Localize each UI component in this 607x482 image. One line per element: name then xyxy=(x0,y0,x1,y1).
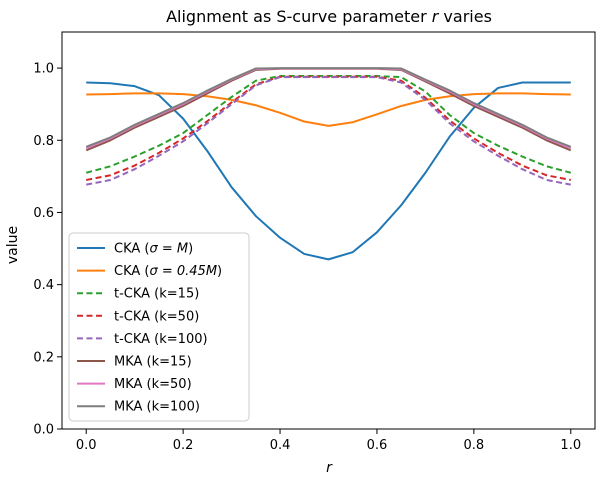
legend-label-8: MKA (k=100) xyxy=(114,400,200,415)
chart-title-suffix: varies xyxy=(438,7,492,26)
series-line-4 xyxy=(86,75,571,181)
y-tick-label: 0.6 xyxy=(33,206,54,221)
legend-label-math: σ = M xyxy=(149,242,188,257)
legend-label-6: MKA (k=15) xyxy=(114,355,192,370)
x-tick-label: 1.0 xyxy=(560,438,581,453)
series-layer xyxy=(85,67,572,261)
legend-label-3: t-CKA (k=15) xyxy=(114,287,199,302)
x-axis-label: r xyxy=(326,460,333,476)
y-tick-label: 1.0 xyxy=(33,62,54,77)
legend-label-text: CKA ( xyxy=(114,242,149,257)
legend-label-text: MKA (k=15) xyxy=(114,355,192,370)
legend-label-text: CKA ( xyxy=(114,264,149,279)
legend-label-text: MKA (k=100) xyxy=(114,400,200,415)
legend-label-text: t-CKA (k=15) xyxy=(114,287,199,302)
legend-label-text: t-CKA (k=100) xyxy=(114,332,208,347)
y-tick-label: 0.2 xyxy=(33,350,54,365)
chart-title: Alignment as S-curve parameter r varies xyxy=(166,7,492,26)
legend-label-text: MKA (k=50) xyxy=(114,377,192,392)
x-tick-label: 0.2 xyxy=(173,438,194,453)
series-line-8 xyxy=(85,67,572,148)
x-axis-ticks: 0.0 0.2 0.4 0.6 0.8 1.0 xyxy=(76,429,581,453)
legend: CKA (σ = M)CKA (σ = 0.45M)t-CKA (k=15)t-… xyxy=(68,232,250,422)
y-tick-label: 0.8 xyxy=(33,134,54,149)
series-line-7 xyxy=(85,67,572,150)
x-tick-label: 0.0 xyxy=(76,438,97,453)
x-tick-label: 0.4 xyxy=(270,438,291,453)
y-tick-label: 0.4 xyxy=(33,278,54,293)
legend-label-text: t-CKA (k=50) xyxy=(114,309,199,324)
legend-label-text: ) xyxy=(188,242,193,257)
x-tick-label: 0.8 xyxy=(464,438,485,453)
x-tick-label: 0.6 xyxy=(367,438,388,453)
y-axis-ticks: 0.0 0.2 0.4 0.6 0.8 1.0 xyxy=(33,62,62,438)
legend-label-1: CKA (σ = M) xyxy=(114,242,193,257)
legend-label-5: t-CKA (k=100) xyxy=(114,332,208,347)
legend-label-7: MKA (k=50) xyxy=(114,377,192,392)
series-line-5 xyxy=(86,76,571,186)
legend-label-4: t-CKA (k=50) xyxy=(114,309,199,324)
series-line-6 xyxy=(85,67,572,152)
legend-label-2: CKA (σ = 0.45M) xyxy=(114,264,222,279)
legend-box xyxy=(68,232,250,422)
series-line-2 xyxy=(86,92,571,127)
legend-label-text: ) xyxy=(217,264,222,279)
y-tick-label: 0.0 xyxy=(33,423,54,438)
axes-frame xyxy=(61,31,596,430)
chart-title-prefix: Alignment as S-curve parameter xyxy=(166,7,432,26)
chart-title-variable: r xyxy=(432,7,440,26)
y-axis-label: value xyxy=(5,226,21,264)
series-line-3 xyxy=(85,75,572,174)
legend-label-math: σ = 0.45M xyxy=(149,264,217,279)
